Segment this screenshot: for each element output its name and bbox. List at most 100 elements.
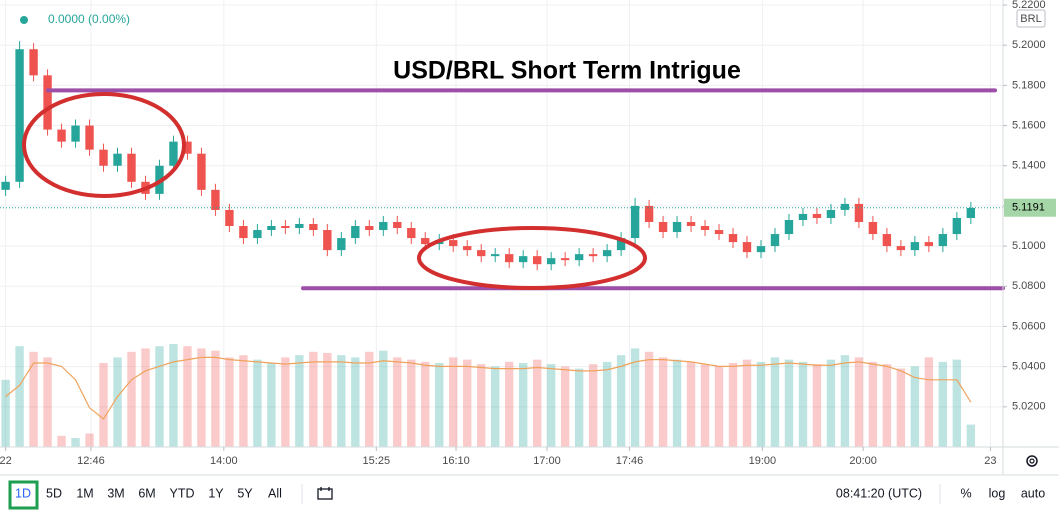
volume-bar [309, 351, 318, 447]
x-tick-label: 14:00 [210, 455, 238, 467]
candle-body [952, 217, 962, 235]
range-button[interactable]: 1D [15, 486, 31, 500]
x-tick-label: 17:46 [616, 455, 644, 467]
volume-bar [225, 357, 234, 447]
compare-icon[interactable] [317, 487, 333, 500]
x-tick-label: 12:46 [77, 455, 105, 467]
volume-bar [449, 357, 458, 447]
range-button[interactable]: 5Y [237, 486, 253, 500]
volume-bar [700, 364, 710, 447]
range-button[interactable]: YTD [170, 486, 195, 500]
scale-option[interactable]: log [989, 486, 1006, 500]
currency: BRL [1020, 13, 1041, 25]
volume-bar [938, 361, 948, 447]
candle-body [421, 238, 430, 245]
last-price-box [1004, 198, 1056, 217]
candle-body [728, 234, 738, 243]
highlight-ellipse [417, 226, 647, 290]
x-tick-label: 19:00 [749, 455, 777, 467]
candle-body [840, 203, 850, 210]
candle-body [267, 226, 276, 231]
volume-bar [351, 357, 360, 447]
candle-body [1, 181, 10, 190]
volume-bar [295, 355, 304, 447]
candle-body [532, 256, 542, 265]
candle-body [672, 221, 682, 233]
candle-body [714, 230, 724, 235]
y-tick-label: 5.2000 [1012, 39, 1046, 51]
candle-body [616, 238, 626, 251]
volume-bar [253, 359, 262, 447]
scale-option[interactable]: % [960, 486, 971, 500]
candle-body [756, 246, 766, 253]
candle-body [812, 213, 822, 218]
y-tick-label: 5.1800 [1012, 79, 1046, 91]
range-button[interactable]: 1M [76, 486, 93, 500]
candle-body [588, 254, 598, 257]
volume-bar [882, 364, 892, 447]
volume-bar [491, 366, 500, 447]
volume-bar [421, 361, 430, 447]
volume-bar [29, 351, 38, 447]
candle-body [491, 254, 500, 257]
volume-ma-line [5, 356, 972, 420]
candle-body [504, 254, 514, 263]
volume-bar [477, 364, 486, 447]
y-tick-label: 5.1000 [1012, 240, 1046, 252]
y-tick-label: 5.1400 [1012, 160, 1046, 172]
volume-bar [714, 366, 724, 447]
axes: 5.02005.04005.06005.08005.10005.12005.14… [0, 0, 1056, 467]
candle-body [393, 221, 402, 229]
range-button[interactable]: 5D [46, 486, 62, 500]
y-tick-label: 5.0400 [1012, 361, 1046, 373]
volume-bar [686, 361, 696, 447]
candle-body [239, 226, 248, 239]
candle-body [183, 141, 192, 154]
candle-body [602, 250, 612, 257]
candle-body [784, 219, 794, 235]
candle-body [407, 228, 416, 239]
volume-bar [99, 363, 108, 447]
candle-body [85, 125, 94, 150]
candle-body [365, 226, 374, 231]
volume-bar [113, 357, 122, 447]
volume-bar [672, 359, 682, 447]
settings-icon[interactable] [1026, 455, 1038, 467]
volume-bar [574, 368, 584, 447]
volume-bar [644, 351, 654, 447]
volume-pane [1, 343, 976, 447]
volume-bar [770, 357, 780, 447]
x-tick-label: 15:25 [363, 455, 391, 467]
range-button[interactable]: 3M [107, 486, 124, 500]
volume-bar [435, 363, 444, 447]
scale-option[interactable]: auto [1021, 486, 1045, 500]
candle-body [686, 221, 696, 227]
volume-bar [197, 348, 206, 447]
candle-body [630, 205, 640, 239]
candle-body [351, 226, 360, 239]
status-dot [20, 16, 28, 24]
candle-body [57, 129, 66, 142]
volume-bar [868, 361, 878, 447]
candle-body [197, 153, 206, 190]
candle-body [211, 189, 220, 210]
clock[interactable]: 08:41:20 (UTC) [836, 486, 922, 500]
range-button[interactable]: All [268, 486, 282, 500]
range-button[interactable]: 1Y [208, 486, 224, 500]
volume-bar [211, 350, 220, 447]
candle-body [574, 254, 584, 261]
volume-bar [784, 359, 794, 447]
candle-body [15, 49, 24, 182]
volume-bar [1, 379, 10, 447]
range-button[interactable]: 6M [138, 486, 155, 500]
candle-body [477, 250, 486, 257]
volume-bar [57, 435, 66, 447]
candle-body [225, 209, 234, 227]
volume-bar [826, 359, 836, 447]
y-tick-label: 5.0600 [1012, 320, 1046, 332]
volume-bar [85, 433, 94, 447]
volume-bar [560, 366, 570, 447]
volume-bar [546, 364, 556, 447]
